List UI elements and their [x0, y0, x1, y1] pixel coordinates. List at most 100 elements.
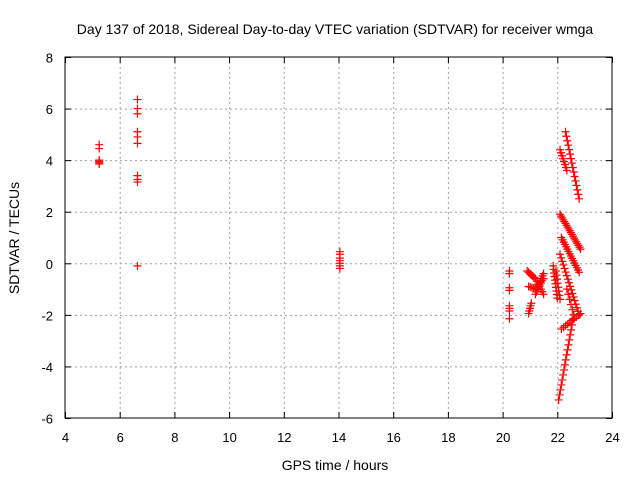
data-point: [563, 275, 572, 284]
data-point: [565, 335, 574, 344]
data-point: [556, 250, 565, 259]
data-point: [566, 150, 575, 159]
y-tick-label: -2: [41, 308, 53, 323]
data-point: [561, 321, 570, 330]
data-point: [568, 163, 577, 172]
data-point: [133, 109, 142, 118]
data-point: [569, 168, 578, 177]
data-points: [95, 95, 585, 404]
data-point: [564, 340, 573, 349]
x-tick-label: 18: [441, 430, 455, 445]
data-point: [562, 285, 571, 294]
data-point: [575, 243, 584, 252]
data-point: [568, 315, 577, 324]
data-point: [554, 395, 563, 404]
data-point: [505, 306, 514, 315]
x-axis-label: GPS time / hours: [282, 457, 389, 473]
data-point: [566, 300, 575, 309]
data-point: [565, 145, 574, 154]
x-tick-label: 20: [496, 430, 510, 445]
data-point: [527, 299, 536, 308]
data-point: [562, 350, 571, 359]
y-tick-label: 6: [46, 102, 53, 117]
grid: [65, 57, 612, 418]
data-point: [570, 296, 579, 305]
data-point: [569, 310, 578, 319]
data-point: [95, 144, 104, 153]
x-tick-label: 14: [332, 430, 346, 445]
data-point: [570, 172, 579, 181]
data-point: [505, 286, 514, 295]
data-point: [561, 268, 570, 277]
data-point: [568, 289, 577, 298]
data-point: [335, 264, 344, 273]
data-point: [564, 141, 573, 150]
data-point: [572, 181, 581, 190]
data-point: [562, 271, 571, 280]
data-point: [567, 320, 576, 329]
y-tick-label: 2: [46, 205, 53, 220]
data-point: [576, 309, 585, 318]
data-point: [565, 278, 574, 287]
data-point: [557, 380, 566, 389]
data-point: [567, 159, 576, 168]
data-point: [575, 268, 584, 277]
data-point: [562, 132, 571, 141]
x-tick-label: 4: [62, 430, 69, 445]
data-point: [575, 194, 584, 203]
x-tick-label: 16: [386, 430, 400, 445]
data-point: [561, 127, 570, 136]
data-point: [559, 323, 568, 332]
y-tick-label: -6: [41, 412, 53, 427]
data-point: [559, 260, 568, 269]
data-point: [566, 330, 575, 339]
data-point: [572, 303, 581, 312]
data-point: [558, 375, 567, 384]
data-point: [567, 325, 576, 334]
data-point: [565, 295, 574, 304]
data-point: [505, 269, 514, 278]
x-tick-label: 22: [551, 430, 565, 445]
data-point: [556, 295, 565, 304]
data-point: [559, 370, 568, 379]
data-point: [573, 185, 582, 194]
data-point: [557, 325, 566, 334]
data-point: [560, 360, 569, 369]
data-point: [564, 290, 573, 299]
data-point: [505, 314, 514, 323]
x-tick-label: 8: [171, 430, 178, 445]
data-point: [561, 355, 570, 364]
data-point: [539, 290, 548, 299]
chart-title: Day 137 of 2018, Sidereal Day-to-day VTE…: [77, 21, 594, 37]
data-point: [568, 305, 577, 314]
y-tick-label: -4: [41, 360, 53, 375]
x-tick-label: 10: [222, 430, 236, 445]
data-point: [574, 190, 583, 199]
data-point: [556, 385, 565, 394]
y-tick-label: 0: [46, 257, 53, 272]
y-tick-label: 4: [46, 154, 53, 169]
data-point: [571, 176, 580, 185]
data-point: [560, 264, 569, 273]
data-point: [95, 160, 104, 169]
data-point: [133, 139, 142, 148]
data-point: [576, 245, 585, 254]
data-point: [567, 285, 576, 294]
data-point: [562, 166, 571, 175]
data-point: [133, 95, 142, 104]
data-point: [558, 257, 567, 266]
x-tick-label: 24: [605, 430, 619, 445]
x-tick-label: 6: [117, 430, 124, 445]
data-point: [566, 154, 575, 163]
y-axis-label: SDTVAR / TECUs: [6, 182, 22, 294]
data-point: [563, 136, 572, 145]
data-point: [133, 261, 142, 270]
data-point: [559, 365, 568, 374]
y-tick-label: 8: [46, 51, 53, 66]
data-point: [133, 178, 142, 187]
data-point: [563, 345, 572, 354]
data-point: [555, 390, 564, 399]
